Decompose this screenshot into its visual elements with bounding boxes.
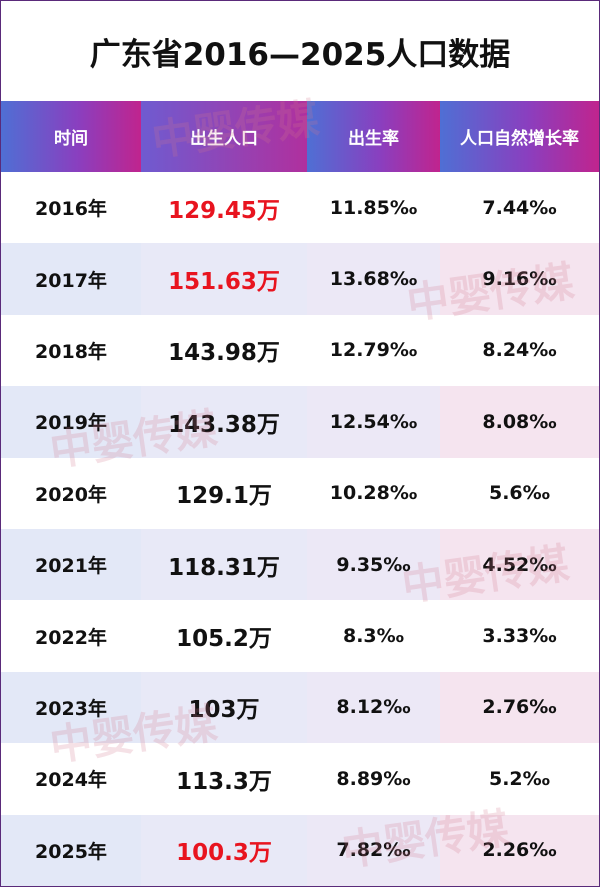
year-cell: 2018年 [1,314,141,387]
births-cell: 118.31万 [141,528,307,601]
table-row: 2022年 105.2万 8.3‰ 3.33‰ [1,600,599,672]
growth-rate-cell: 7.44‰ [440,172,599,244]
birth-rate-cell: 13.68‰ [307,243,440,315]
births-cell: 151.63万 [141,243,307,315]
table-row: 2019年 143.38万 12.54‰ 8.08‰ [1,386,599,458]
year-cell: 2021年 [1,528,141,601]
table-row: 2017年 151.63万 13.68‰ 9.16‰ [1,243,599,315]
birth-rate-cell: 8.89‰ [307,743,440,815]
year-cell: 2024年 [1,743,141,815]
table-row: 2016年 129.45万 11.85‰ 7.44‰ [1,172,599,244]
births-cell: 129.1万 [141,457,307,529]
birth-rate-cell: 10.28‰ [307,457,440,529]
births-cell: 105.2万 [141,600,307,672]
growth-rate-cell: 8.24‰ [440,314,599,387]
birth-rate-cell: 9.35‰ [307,528,440,601]
year-cell: 2017年 [1,243,141,315]
header-births: 出生人口 [141,101,307,172]
table-row: 2024年 113.3万 8.89‰ 5.2‰ [1,743,599,815]
growth-rate-cell: 2.26‰ [440,814,599,886]
growth-rate-cell: 4.52‰ [440,528,599,601]
year-cell: 2019年 [1,386,141,458]
birth-rate-cell: 12.79‰ [307,314,440,387]
birth-rate-cell: 11.85‰ [307,172,440,244]
births-cell: 103万 [141,671,307,744]
growth-rate-cell: 3.33‰ [440,600,599,672]
births-cell: 113.3万 [141,743,307,815]
table-row: 2020年 129.1万 10.28‰ 5.6‰ [1,457,599,529]
header-growth-rate: 人口自然增长率 [440,101,599,172]
birth-rate-cell: 8.12‰ [307,671,440,744]
births-cell: 100.3万 [141,814,307,886]
births-cell: 143.98万 [141,314,307,387]
growth-rate-cell: 2.76‰ [440,671,599,744]
growth-rate-cell: 8.08‰ [440,386,599,458]
page-title: 广东省2016—2025人口数据 [89,36,511,73]
year-cell: 2020年 [1,457,141,529]
header-year: 时间 [1,101,141,172]
birth-rate-cell: 8.3‰ [307,600,440,672]
year-cell: 2023年 [1,671,141,744]
growth-rate-cell: 5.2‰ [440,743,599,815]
table-row: 2025年 100.3万 7.82‰ 2.26‰ [1,814,599,886]
growth-rate-cell: 5.6‰ [440,457,599,529]
growth-rate-cell: 9.16‰ [440,243,599,315]
population-table: 时间 出生人口 出生率 人口自然增长率 2016年 129.45万 11.85‰ 7.… [1,101,599,886]
table-row: 2021年 118.31万 9.35‰ 4.52‰ [1,528,599,601]
births-cell: 143.38万 [141,386,307,458]
header-row: 时间 出生人口 出生率 人口自然增长率 [1,101,599,172]
year-cell: 2022年 [1,600,141,672]
table-row: 2018年 143.98万 12.79‰ 8.24‰ [1,314,599,387]
table-body: 2016年 129.45万 11.85‰ 7.44‰ 2017年 151.63万 13.68… [1,172,599,886]
birth-rate-cell: 7.82‰ [307,814,440,886]
year-cell: 2016年 [1,172,141,244]
table-row: 2023年 103万 8.12‰ 2.76‰ [1,671,599,744]
birth-rate-cell: 12.54‰ [307,386,440,458]
year-cell: 2025年 [1,814,141,886]
births-cell: 129.45万 [141,172,307,244]
header-birth-rate: 出生率 [307,101,440,172]
